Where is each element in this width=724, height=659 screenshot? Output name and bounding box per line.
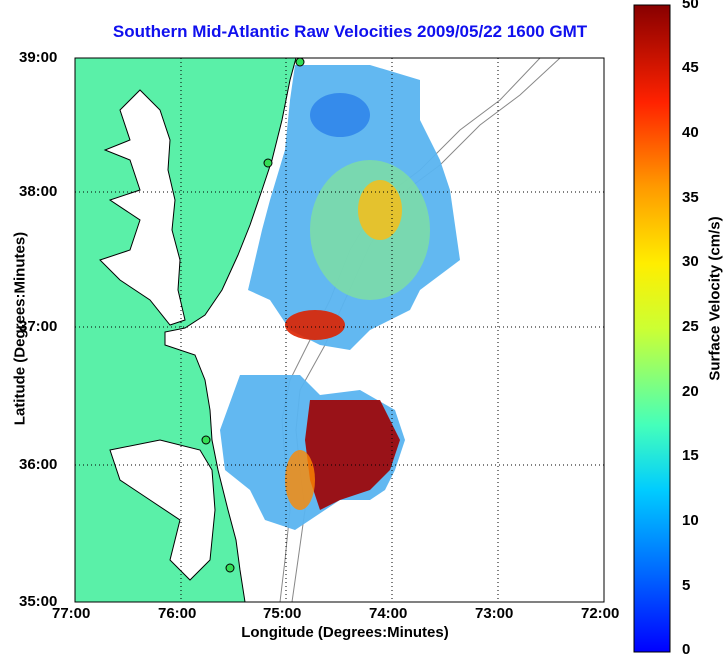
plot-frame [74, 57, 605, 603]
colorbar-tick-label: 35 [682, 189, 699, 206]
y-tick-label: 35:00 [19, 593, 58, 610]
velocity-orange-zone [285, 450, 315, 510]
x-axis-label: Longitude (Degrees:Minutes) [241, 624, 449, 641]
x-tick-label: 77:00 [52, 605, 91, 622]
velocity-blue-zone [310, 93, 370, 137]
y-axis-label: Latitude (Degrees:Minutes) [11, 231, 29, 426]
hf-radar-site-marker [295, 58, 305, 67]
hf-radar-site-marker [201, 435, 211, 445]
colorbar-tick-label: 40 [682, 124, 699, 141]
x-tick-label: 76:00 [158, 605, 197, 622]
colorbar-tick-label: 5 [682, 577, 691, 594]
hf-radar-site-marker [263, 158, 273, 168]
colorbar-tick-label: 20 [682, 383, 699, 400]
chesapeake-bay [99, 89, 186, 326]
map-title: Southern Mid-Atlantic Raw Velocities 200… [112, 22, 588, 41]
grid-lines [75, 58, 604, 602]
colorbar-tick-label: 30 [682, 253, 699, 270]
x-tick-label: 72:00 [581, 605, 620, 622]
velocity-yellow-zone [358, 180, 402, 240]
colorbar-tick-label: 25 [682, 318, 699, 335]
velocity-red-zone [285, 310, 345, 340]
x-tick-label: 74:00 [369, 605, 408, 622]
velocity-red-zone [305, 400, 400, 510]
colorbar-tick-label: 50 [682, 0, 699, 12]
colorbar [633, 4, 671, 653]
colorbar-tick-label: 0 [682, 641, 691, 658]
y-tick-label: 36:00 [19, 456, 58, 473]
colorbar-tick-label: 15 [682, 447, 699, 464]
colorbar-tick-label: 45 [682, 59, 699, 76]
x-tick-label: 73:00 [475, 605, 514, 622]
hf-radar-site-marker [225, 563, 235, 573]
colorbar-label: Surface Velocity (cm/s) [706, 216, 724, 381]
y-tick-label: 39:00 [19, 49, 58, 66]
x-tick-label: 75:00 [263, 605, 302, 622]
y-tick-label: 38:00 [19, 183, 58, 200]
y-tick-label: 37:00 [19, 318, 58, 335]
pamlico-sound [109, 439, 216, 581]
colorbar-tick-label: 10 [682, 512, 699, 529]
